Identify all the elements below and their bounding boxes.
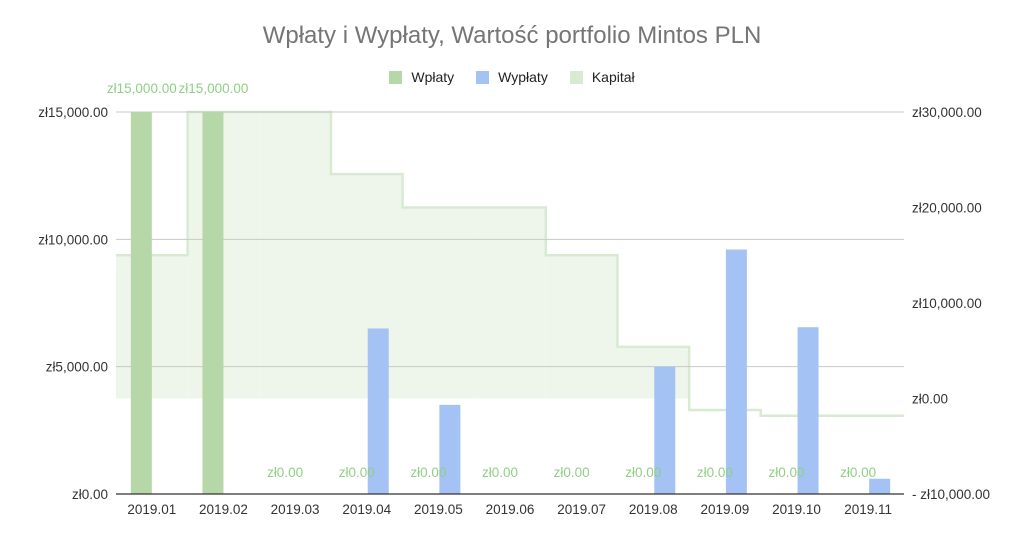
- x-tick-label-9: 2019.10: [772, 502, 821, 517]
- x-tick-label-10: 2019.11: [844, 502, 892, 517]
- legend: Wpłaty Wypłaty Kapitał: [0, 69, 1024, 85]
- data-label-wplaty-1: zł15,000.00: [179, 81, 249, 96]
- x-tick-label-8: 2019.09: [701, 502, 750, 517]
- kapital-area-6: [545, 255, 618, 399]
- data-label-wplaty-2: zł0.00: [267, 465, 303, 480]
- x-tick-label-1: 2019.02: [199, 502, 248, 517]
- legend-swatch-wplaty: [389, 70, 403, 84]
- data-label-wplaty-7: zł0.00: [625, 465, 661, 480]
- chart-title: Wpłaty i Wypłaty, Wartość portfolio Mint…: [262, 22, 762, 49]
- data-label-wplaty-8: zł0.00: [697, 465, 733, 480]
- left-tick-label-3: zł15,000.00: [38, 105, 108, 120]
- bar-wyplaty-7: [654, 366, 676, 494]
- legend-label-kapital: Kapitał: [591, 69, 635, 85]
- bar-wyplaty-10: [869, 478, 891, 494]
- left-tick-label-2: zł10,000.00: [38, 232, 108, 247]
- x-tick-label-5: 2019.06: [486, 502, 535, 517]
- bar-wyplaty-8: [725, 249, 747, 494]
- legend-swatch-wyplaty: [476, 70, 490, 84]
- legend-label-wyplaty: Wypłaty: [498, 69, 548, 85]
- data-label-wplaty-9: zł0.00: [769, 465, 805, 480]
- bar-wplaty-1: [202, 112, 224, 494]
- data-label-wplaty-0: zł15,000.00: [107, 81, 177, 96]
- kapital-area-4: [402, 207, 475, 399]
- right-tick-label-4: zł30,000.00: [912, 105, 982, 120]
- x-tick-label-0: 2019.01: [127, 502, 176, 517]
- x-tick-label-6: 2019.07: [557, 502, 606, 517]
- right-tick-label-1: zł0.00: [912, 392, 948, 407]
- data-label-wplaty-6: zł0.00: [554, 465, 590, 480]
- x-tick-label-2: 2019.03: [271, 502, 320, 517]
- kapital-area-5: [474, 207, 546, 399]
- data-label-wplaty-3: zł0.00: [339, 465, 375, 480]
- bar-wplaty-0: [130, 112, 152, 494]
- legend-item-wplaty[interactable]: Wpłaty: [389, 69, 454, 85]
- left-tick-label-0: zł0.00: [72, 487, 108, 502]
- data-label-wplaty-5: zł0.00: [482, 465, 518, 480]
- x-tick-label-3: 2019.04: [342, 502, 391, 517]
- x-tick-label-7: 2019.08: [629, 502, 678, 517]
- kapital-area-2: [259, 112, 331, 399]
- data-label-wplaty-4: zł0.00: [410, 465, 446, 480]
- legend-label-wplaty: Wpłaty: [411, 69, 455, 85]
- right-tick-label-3: zł20,000.00: [912, 201, 982, 216]
- bar-wyplaty-3: [367, 328, 389, 494]
- x-tick-label-4: 2019.05: [414, 502, 463, 517]
- right-tick-label-0: - zł10,000.00: [912, 487, 990, 502]
- kapital-area-3: [330, 174, 403, 399]
- kapital-area-1: [187, 112, 260, 399]
- legend-item-wyplaty[interactable]: Wypłaty: [476, 69, 548, 85]
- bar-wyplaty-4: [439, 404, 461, 494]
- legend-swatch-kapital: [569, 70, 583, 84]
- bar-wyplaty-9: [797, 327, 819, 494]
- left-tick-label-1: zł5,000.00: [46, 360, 108, 375]
- right-tick-label-2: zł10,000.00: [912, 296, 982, 311]
- legend-item-kapital[interactable]: Kapitał: [569, 69, 635, 85]
- kapital-area-7: [617, 346, 690, 399]
- data-label-wplaty-10: zł0.00: [840, 465, 876, 480]
